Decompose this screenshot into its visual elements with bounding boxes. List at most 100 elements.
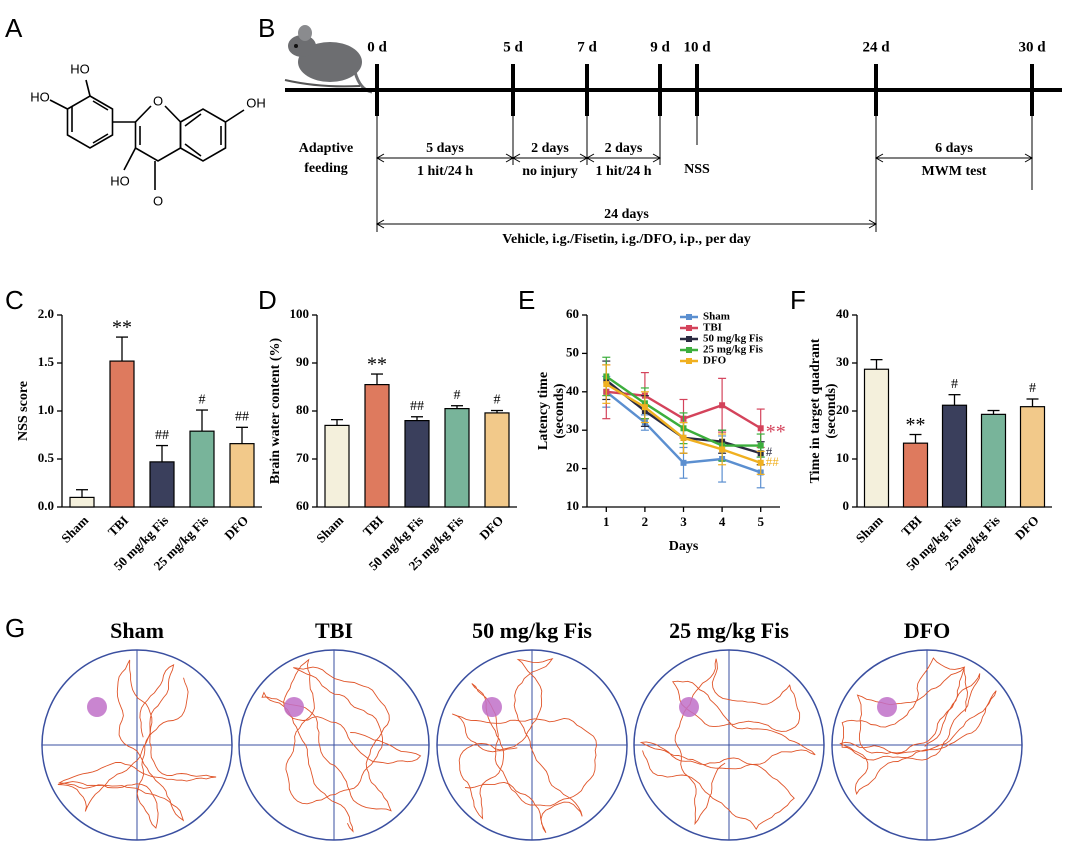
y-tick-label: 10 <box>836 450 849 465</box>
x-tick-label: Sham <box>313 513 346 546</box>
x-tick-label: 1 <box>603 514 610 529</box>
panel-label: D <box>258 285 277 315</box>
x-tick-label: 5 <box>757 514 764 529</box>
platform <box>482 697 502 717</box>
panel-label: E <box>518 285 535 315</box>
y-tick-label: 30 <box>566 421 579 436</box>
bar <box>484 412 510 508</box>
y-axis-label: (seconds) <box>552 383 567 439</box>
x-tick-label: Sham <box>853 513 886 546</box>
significance-label: ** <box>766 421 786 443</box>
significance-label: # <box>494 393 501 408</box>
y-axis-label: (seconds) <box>824 383 839 439</box>
arrow-head <box>874 153 884 163</box>
y-tick-label: 2.0 <box>38 306 54 321</box>
legend-label: DFO <box>703 355 727 367</box>
x-tick-label: DFO <box>476 513 506 543</box>
y-tick-label: 20 <box>836 402 849 417</box>
day-label: 24 d <box>862 39 890 55</box>
arrow-head <box>585 153 595 163</box>
arrow-head <box>1024 153 1034 163</box>
bar <box>109 360 135 508</box>
y-tick-label: 10 <box>566 498 579 513</box>
phase-detail: 1 hit/24 h <box>595 164 651 179</box>
phase-detail: no injury <box>522 164 578 179</box>
bar <box>863 368 890 508</box>
treatment-duration: 24 days <box>604 207 649 222</box>
panel-label: C <box>5 285 24 315</box>
y-tick-label: 60 <box>566 306 579 321</box>
y-tick-label: 0 <box>843 498 850 513</box>
y-tick-label: 30 <box>836 354 849 369</box>
point <box>757 459 764 466</box>
nss-label: NSS <box>684 162 710 177</box>
y-tick-label: 1.0 <box>38 402 54 417</box>
day-label: 0 d <box>367 39 387 55</box>
significance-label: ## <box>766 454 780 469</box>
arrow-head <box>511 153 521 163</box>
swim-track <box>839 657 997 795</box>
y-tick-label: 60 <box>296 498 309 513</box>
significance-label: # <box>454 388 461 403</box>
panel-label: A <box>5 13 23 43</box>
x-tick-label: TBI <box>898 513 924 539</box>
bar <box>69 496 95 508</box>
bar <box>149 461 175 508</box>
bond <box>123 147 137 171</box>
bond <box>184 143 202 157</box>
legend-label: 25 mg/kg Fis <box>703 344 764 356</box>
feeding-label: Adaptive <box>299 141 353 156</box>
track-title: Sham <box>110 618 164 643</box>
arrow-head <box>868 219 878 229</box>
significance-label: # <box>199 392 206 407</box>
significance-label: ## <box>235 410 249 425</box>
track-title: TBI <box>315 618 353 643</box>
atom-label: OH <box>246 95 266 110</box>
x-tick-label: Sham <box>58 513 91 546</box>
legend-marker <box>686 325 692 331</box>
point <box>719 402 726 409</box>
legend-label: TBI <box>703 322 722 334</box>
significance-label: ** <box>112 317 132 339</box>
platform <box>284 697 304 717</box>
bond <box>85 79 91 97</box>
phase-duration: 6 days <box>935 141 973 156</box>
atom-label: HO <box>110 173 130 188</box>
ring <box>66 95 114 149</box>
y-tick-label: 40 <box>836 306 849 321</box>
significance-label: # <box>951 377 958 392</box>
arrow-head <box>375 219 385 229</box>
x-axis-label: Days <box>669 539 699 554</box>
panel-label: B <box>258 13 275 43</box>
significance-label: ## <box>155 428 169 443</box>
y-tick-label: 50 <box>566 344 579 359</box>
point <box>680 459 687 466</box>
x-tick-label: 2 <box>642 514 649 529</box>
panel-label: F <box>790 285 806 315</box>
phase-detail: 1 hit/24 h <box>417 164 473 179</box>
bar <box>404 420 430 508</box>
swim-track <box>57 659 217 829</box>
legend-marker <box>686 314 692 320</box>
track-title: 25 mg/kg Fis <box>669 618 789 643</box>
point <box>641 404 648 411</box>
x-tick-label: DFO <box>221 513 251 543</box>
phase-duration: 5 days <box>426 141 464 156</box>
x-tick-label: DFO <box>1012 513 1042 543</box>
y-tick-label: 0.0 <box>38 498 54 513</box>
x-tick-label: 4 <box>719 514 726 529</box>
bar <box>902 442 929 508</box>
mouse-icon <box>284 25 373 94</box>
bar <box>941 404 968 508</box>
phase-detail: MWM test <box>922 164 987 179</box>
y-axis-label: Brain water content (%) <box>268 338 283 485</box>
atom-label: O <box>153 93 163 108</box>
bond <box>225 109 245 123</box>
structure-labels: HO HO OH HO O O <box>30 61 266 208</box>
feeding-label: feeding <box>304 161 348 176</box>
significance-label: # <box>766 444 773 459</box>
legend-label: 50 mg/kg Fis <box>703 333 764 345</box>
point <box>603 381 610 388</box>
y-tick-label: 80 <box>296 402 309 417</box>
panel-label: G <box>5 613 25 643</box>
